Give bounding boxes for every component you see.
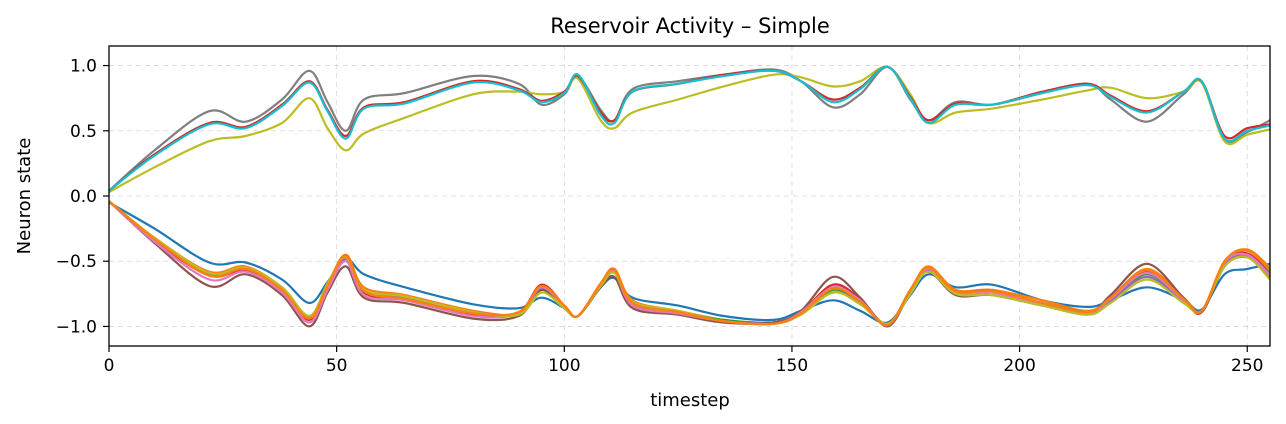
x-tick-label: 250 bbox=[1231, 356, 1263, 376]
plot-area bbox=[109, 65, 1270, 328]
x-tick-label: 100 bbox=[548, 356, 580, 376]
series-line-10 bbox=[109, 65, 1270, 194]
series-line-11 bbox=[109, 65, 1270, 192]
y-tick-label: −0.5 bbox=[56, 252, 97, 272]
y-tick-label: 1.0 bbox=[70, 57, 97, 77]
axis-ticks: 0 50 100 150 200 250 −1.0 −0.5 0.0 0.5 1.0 bbox=[56, 57, 1264, 376]
x-tick-label: 150 bbox=[776, 356, 808, 376]
y-tick-label: −1.0 bbox=[56, 317, 97, 337]
x-axis-label: timestep bbox=[650, 390, 730, 411]
series-line-12 bbox=[109, 65, 1270, 192]
y-tick-label: 0.5 bbox=[70, 122, 97, 142]
series-line-8 bbox=[109, 200, 1270, 327]
grid-lines bbox=[108, 46, 1270, 346]
y-tick-label: 0.0 bbox=[70, 187, 97, 207]
series-line-5 bbox=[109, 200, 1270, 328]
x-tick-label: 50 bbox=[326, 356, 348, 376]
series-line-0 bbox=[109, 201, 1270, 324]
series-line-9 bbox=[109, 65, 1270, 192]
y-axis-label: Neuron state bbox=[14, 138, 35, 255]
chart-title: Reservoir Activity – Simple bbox=[550, 14, 830, 38]
x-tick-label: 0 bbox=[104, 356, 115, 376]
x-tick-label: 200 bbox=[1003, 356, 1035, 376]
